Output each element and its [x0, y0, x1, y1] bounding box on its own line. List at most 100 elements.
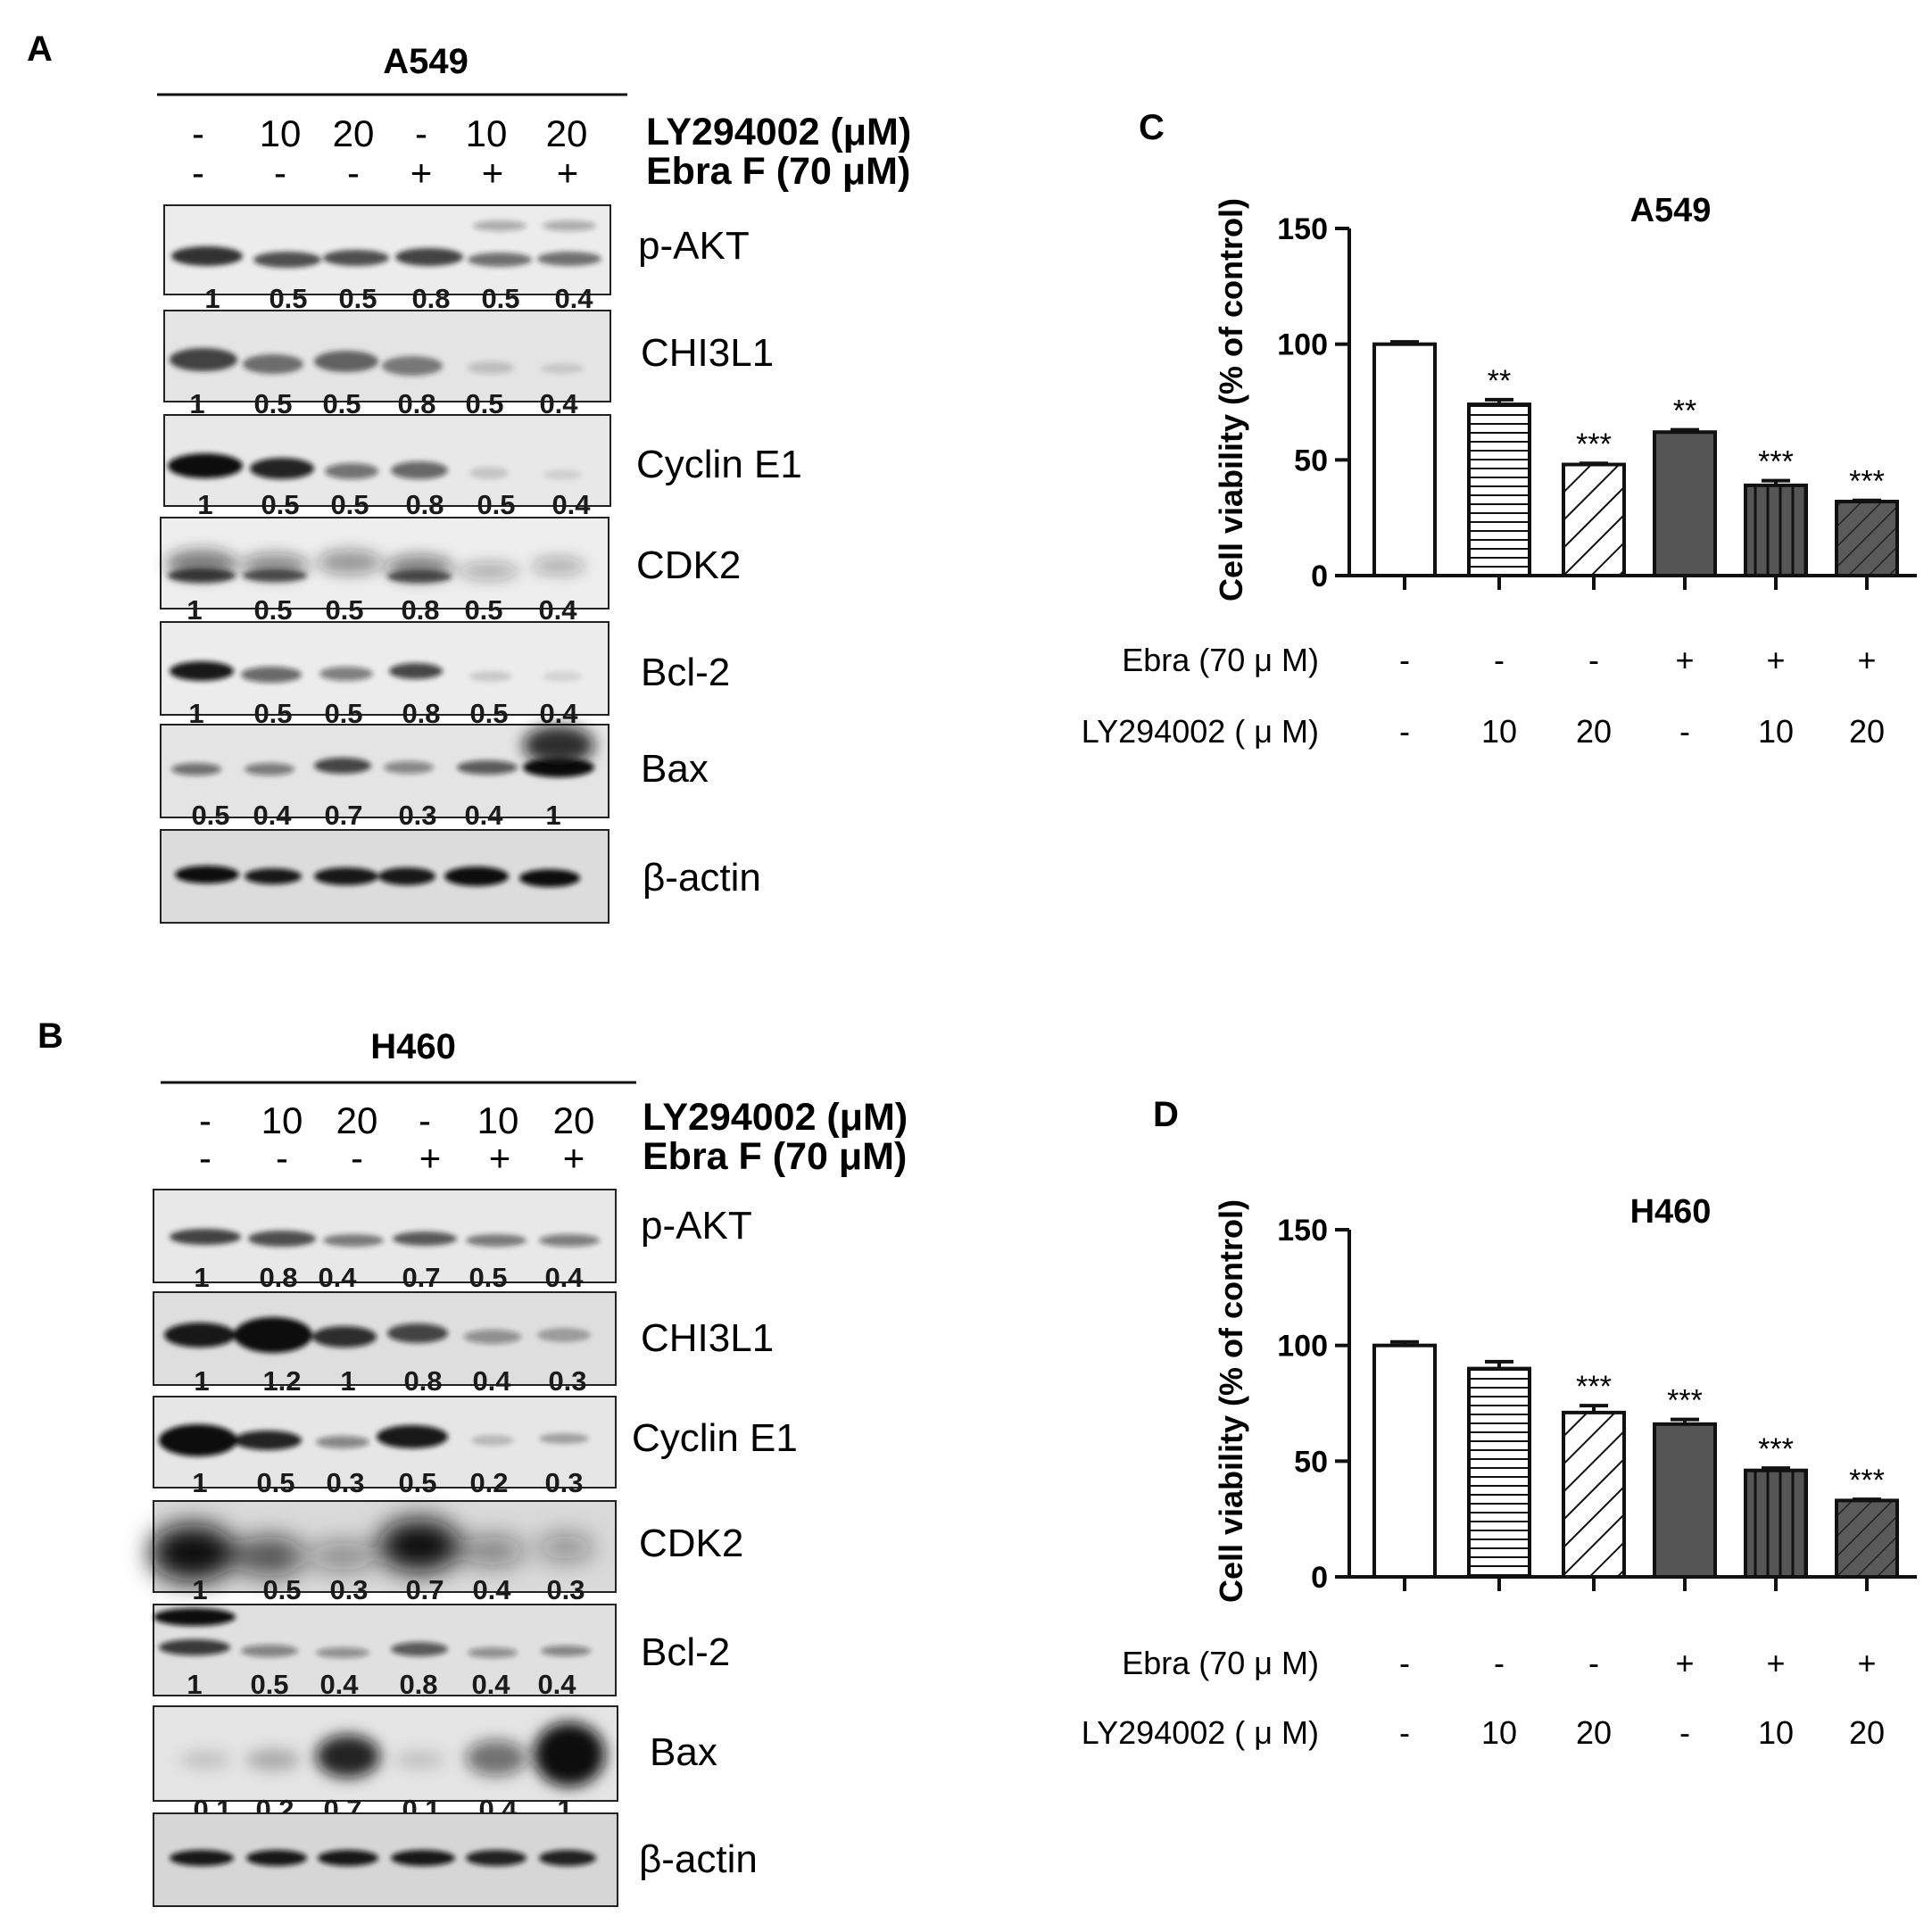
- blot-bax: 0.5 0.4 0.7 0.3 0.4 1 Bax: [160, 724, 709, 831]
- treatment-row-value: 10: [1758, 713, 1794, 750]
- y-tick-label: 150: [1277, 1214, 1328, 1248]
- blot-bands: [175, 866, 580, 887]
- blot-bands: [171, 758, 594, 777]
- significance-label: ***: [1849, 465, 1885, 499]
- treatment-row-value: -: [1494, 642, 1505, 678]
- band-quant: 0.4: [554, 283, 593, 314]
- treatment-row-value: 10: [1758, 1714, 1794, 1751]
- treatment-row-value: 20: [1849, 713, 1885, 750]
- band-quant: 0.5: [481, 283, 519, 314]
- panel-a-ly-row: - 10 20 - 10 20 LY294002 (μM): [192, 111, 911, 154]
- band-quant: 0.4: [538, 594, 577, 626]
- lane-ebra-value: -: [276, 1137, 288, 1179]
- bar: [1744, 1468, 1808, 1579]
- treatment-row-value: +: [1857, 1645, 1876, 1681]
- protein-label: p-AKT: [638, 224, 750, 268]
- treatment-row-value: -: [1399, 1645, 1410, 1681]
- band-quant: 1: [189, 388, 204, 419]
- band-quant: 0.8: [401, 594, 439, 626]
- blot-p-akt: 1 0.5 0.5 0.8 0.5 0.4 p-AKT: [163, 204, 750, 314]
- significance-label: ***: [1576, 1370, 1612, 1404]
- protein-label: Bax: [650, 1730, 717, 1774]
- band-quant: 1: [188, 698, 203, 729]
- band-quant: 0.5: [191, 800, 229, 831]
- bar: [1467, 402, 1531, 577]
- lane-ebra-value: +: [489, 1137, 511, 1179]
- blot-cdk2: 1 0.5 0.3 0.7 0.4 0.3 CDK2: [150, 1500, 743, 1605]
- band-quant: 0.8: [403, 1365, 442, 1397]
- treatment-row-value: -: [1679, 713, 1690, 750]
- lane-ly-value: 20: [333, 112, 375, 154]
- band-quant: 0.3: [544, 1467, 583, 1498]
- treatment-row-value: 10: [1481, 713, 1517, 750]
- y-tick-label: 150: [1277, 212, 1328, 246]
- panel-b-ly-row: - 10 20 - 10 20 LY294002 (μM): [199, 1096, 908, 1141]
- y-axis-label: Cell viability (% of control): [1213, 198, 1249, 601]
- bar: [1467, 1366, 1531, 1579]
- significance-label: **: [1673, 394, 1696, 428]
- blot-beta-actin: β-actin: [160, 829, 761, 924]
- lane-ly-value: 10: [260, 112, 302, 154]
- blot-bax: 0.1 0.2 0.7 0.1 0.4 1 Bax: [153, 1705, 717, 1825]
- protein-label: CHI3L1: [641, 1316, 774, 1360]
- lane-ebra-value: +: [410, 152, 433, 194]
- treatment-row-value: +: [1857, 642, 1876, 678]
- blot-bands: [159, 1424, 589, 1456]
- blot-cdk2: 1 0.5 0.5 0.8 0.5 0.4 CDK2: [160, 517, 741, 626]
- blot-bands: [170, 661, 582, 683]
- band-quant: 0.3: [329, 1574, 368, 1605]
- protein-label: Bcl-2: [641, 651, 730, 694]
- bar: [1744, 483, 1808, 577]
- y-tick-label: 0: [1311, 560, 1328, 593]
- protein-label: Bcl-2: [641, 1630, 730, 1674]
- panel-a-ebra-label: Ebra F (70 μM): [646, 150, 910, 193]
- band-quant: 0.4: [253, 800, 292, 831]
- protein-label: CHI3L1: [641, 331, 774, 375]
- blot-bcl-2: 1 0.5 0.5 0.8 0.5 0.4 Bcl-2: [160, 621, 730, 729]
- band-quant: 0.3: [546, 1574, 585, 1605]
- blot-bands: [170, 1229, 600, 1247]
- treatment-row-value: -: [1588, 642, 1599, 678]
- band-quant: 1: [194, 1365, 209, 1397]
- lane-ebra-value: +: [557, 152, 579, 194]
- blot-cyclin-e1: 1 0.5 0.3 0.5 0.2 0.3 Cyclin E1: [153, 1396, 798, 1498]
- treatment-row-value: -: [1494, 1645, 1505, 1681]
- y-tick-label: 50: [1294, 444, 1328, 477]
- treatment-row-value: 10: [1481, 1714, 1517, 1751]
- treatment-row-value: -: [1399, 642, 1410, 678]
- lane-ly-value: 20: [546, 112, 588, 154]
- treatment-row-value: 20: [1849, 1714, 1885, 1751]
- lane-ly-value: 10: [261, 1099, 303, 1141]
- bar: [1835, 500, 1899, 577]
- lane-ebra-value: +: [563, 1137, 585, 1179]
- panel-a-letter: A: [27, 29, 53, 69]
- bar: [1372, 1343, 1437, 1579]
- blot-cyclin-e1: 1 0.5 0.5 0.8 0.5 0.4 Cyclin E1: [163, 414, 802, 520]
- band-quant: 0.5: [325, 594, 363, 626]
- band-quant: 0.5: [256, 1467, 294, 1498]
- band-quant: 0.4: [471, 1669, 510, 1700]
- treatment-row-label: LY294002 ( μ M): [1082, 713, 1319, 750]
- significance-label: ***: [1758, 445, 1794, 479]
- band-quant: 0.8: [399, 1669, 437, 1700]
- band-quant: 1: [545, 800, 560, 831]
- band-quant: 1.2: [262, 1365, 301, 1397]
- protein-label: β-actin: [643, 856, 761, 900]
- panel-a-ebra-row: - - - + + + Ebra F (70 μM): [192, 150, 910, 194]
- treatment-row-label: Ebra (70 μ M): [1122, 642, 1319, 678]
- chart-a549: A549 Cell viability (% of control) 0 50 100 1…: [1082, 192, 1917, 750]
- lane-ly-value: -: [192, 112, 204, 154]
- bar: [1835, 1498, 1899, 1580]
- blot-bands: [170, 348, 584, 376]
- protein-label: CDK2: [639, 1522, 743, 1565]
- panel-a-cell-line: A549: [383, 42, 468, 81]
- band-quant: 0.5: [269, 283, 307, 314]
- band-quant: 0.4: [551, 489, 591, 520]
- band-quant: 0.4: [472, 1365, 511, 1397]
- significance-label: ***: [1849, 1464, 1885, 1497]
- band-quant: 1: [197, 489, 212, 520]
- blot-bands: [150, 1519, 594, 1581]
- significance-label: ***: [1667, 1384, 1703, 1418]
- band-quant: 0.8: [259, 1262, 297, 1293]
